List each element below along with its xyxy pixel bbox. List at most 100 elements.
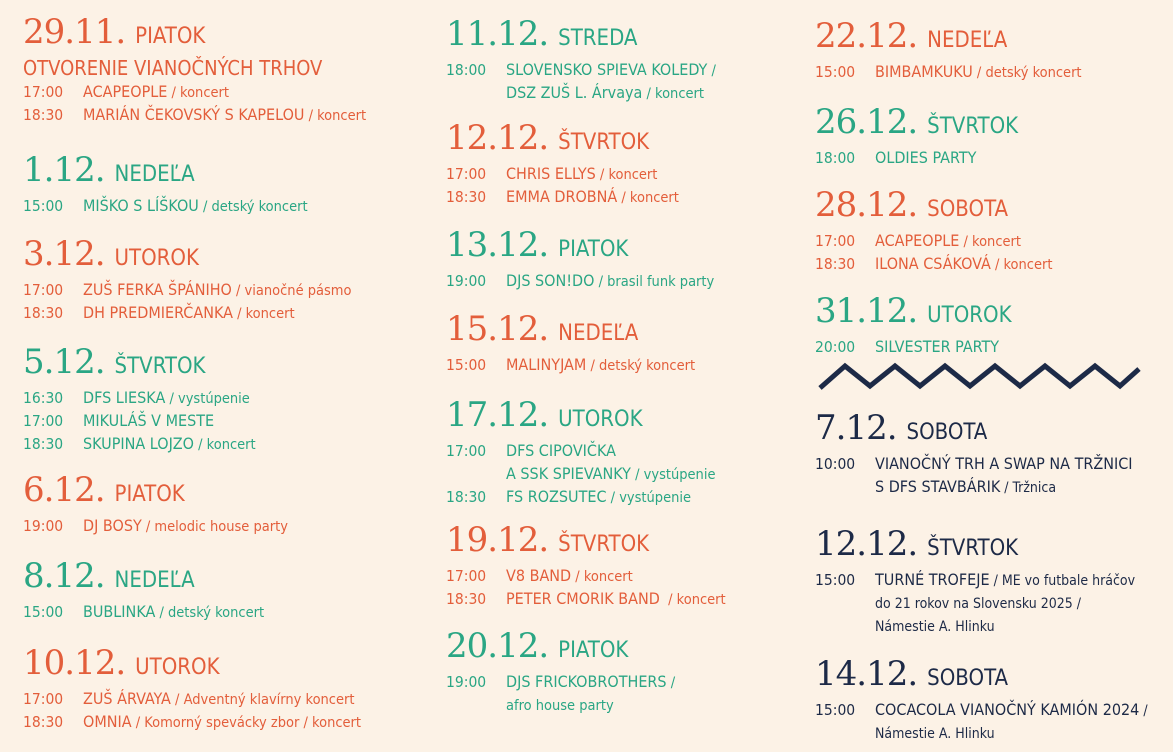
program-text: SKUPINA LOJZO / koncert [83,433,403,456]
program-time: 15:00 [815,701,856,719]
event-date: 31.12. [815,291,918,331]
program-title: EMMA DROBNÁ [506,187,618,206]
program-title: FS ROZSUTEC [506,487,607,506]
program-title: PETER CMORIK BAND [506,589,660,608]
program-row: 18:30 DH PREDMIERČANKA / koncert [23,302,403,325]
event-block: 14.12. SOBOTA 15:00 COCACOLA VIANOČNÝ KAMIÓ… [815,654,1173,745]
program-time: 18:30 [23,304,64,322]
program-time: 17:00 [23,690,64,708]
program-row: Námestie A. Hlinku [815,722,1173,745]
program-title: SKUPINA LOJZO [83,434,194,453]
program-time [446,694,506,717]
program-description: / koncert [659,592,726,608]
event-day: ŠTVRTOK [558,130,650,155]
event-block: 26.12. ŠTVRTOK 18:00 OLDIES PARTY [815,102,1173,170]
program-description: / koncert [232,306,295,322]
program-row: Námestie A. Hlinku [815,615,1173,638]
program-row: 19:00 DJS SON!DO / brasil funk party [446,270,826,293]
zigzag-divider-icon [818,362,1141,390]
program-time: 17:00 [446,567,487,585]
program-time: 15:00 [23,197,64,215]
program-text: VIANOČNÝ TRH A SWAP NA TRŽNICI [875,453,1173,476]
program-title: DFS CIPOVIČKA [506,441,616,460]
event-day: PIATOK [558,638,629,663]
event-date: 13.12. [446,225,549,265]
program-description: / koncert [959,234,1022,250]
program-title: DFS LIESKA [83,388,166,407]
program-row: S DFS STAVBÁRIK / Tržnica [815,476,1173,499]
program-row: 17:00 MIKULÁŠ V MESTE [23,410,403,433]
program-text: ZUŠ FERKA ŠPÁNIHO / vianočné pásmo [83,279,403,302]
event-day: UTOROK [927,303,1012,328]
event-heading: 3.12. UTOROK [23,234,403,279]
program-time [815,615,875,638]
program-time: 18:30 [446,590,487,608]
program-row: 18:00 SLOVENSKO SPIEVA KOLEDY / [446,59,826,82]
program-description: / koncert [595,167,658,183]
event-heading: 11.12. STREDA [446,14,826,59]
event-block: 15.12. NEDEĽA 15:00 MALINYJAM / detský konc… [446,309,826,377]
program-row: 17:00 ZUŠ FERKA ŠPÁNIHO / vianočné pásmo [23,279,403,302]
event-date: 14.12. [815,654,918,694]
event-date: 3.12. [23,234,106,274]
event-heading: 5.12. ŠTVRTOK [23,342,403,387]
event-day: NEDEĽA [558,321,639,346]
program-title: MALINYJAM [506,355,587,374]
program-row: 10:00 VIANOČNÝ TRH A SWAP NA TRŽNICI [815,453,1173,476]
program-title: ACAPEOPLE [83,82,168,101]
program-text: EMMA DROBNÁ / koncert [506,186,826,209]
program-description: / koncert [617,190,679,206]
program-description: / Adventný klavírny koncert [170,692,355,708]
event-block: 6.12. PIATOK 19:00 DJ BOSY / melodic house … [23,470,403,538]
program-title: CHRIS ELLYS [506,164,596,183]
program-row: do 21 rokov na Slovensku 2025 / [815,592,1173,615]
program-time: 16:30 [23,389,64,407]
program-title: ILONA CSÁKOVÁ [875,254,991,273]
program-row: 18:00 OLDIES PARTY [815,147,1173,170]
program-title: COCACOLA VIANOČNÝ KAMIÓN 2024 [875,700,1140,719]
event-day: ŠTVRTOK [558,532,650,557]
program-time: 15:00 [446,356,487,374]
event-date: 10.12. [23,643,126,683]
event-heading: 26.12. ŠTVRTOK [815,102,1173,147]
program-title: DJS SON!DO [506,271,595,290]
event-block: 11.12. STREDA 18:00 SLOVENSKO SPIEVA KOLEDY… [446,14,826,105]
program-description: / vianočné pásmo [231,283,352,299]
event-block: 22.12. NEDEĽA 15:00 BIMBAMKUKU / detský kon… [815,16,1173,84]
program-time: 18:30 [23,713,64,731]
program-time: 18:30 [23,435,64,453]
event-heading: 13.12. PIATOK [446,225,826,270]
program-description: / detský koncert [586,358,696,374]
event-block: 3.12. UTOROK 17:00 ZUŠ FERKA ŠPÁNIHO / vian… [23,234,403,325]
program-text: A SSK SPIEVANKY / vystúpenie [506,463,826,486]
event-date: 12.12. [815,524,918,564]
program-description: / detský koncert [155,605,265,621]
program-title: DJ BOSY [83,516,142,535]
program-text: V8 BAND / koncert [506,565,826,588]
program-row: 18:30 PETER CMORIK BAND / koncert [446,588,826,611]
program-row: 17:00 ZUŠ ÁRVAYA / Adventný klavírny konc… [23,688,403,711]
program-time: 18:30 [815,255,856,273]
program-row: 15:00 COCACOLA VIANOČNÝ KAMIÓN 2024 / [815,699,1173,722]
program-title: OLDIES PARTY [875,148,977,167]
program-description: / koncert [571,569,633,585]
event-date: 8.12. [23,556,106,596]
program-row: 17:00 V8 BAND / koncert [446,565,826,588]
program-description: / vystúpenie [606,490,692,506]
program-row: 18:30 OMNIA / Komorný spevácky zbor / kon… [23,711,403,734]
program-row: 18:30 EMMA DROBNÁ / koncert [446,186,826,209]
program-row: 19:00 DJS FRICKOBROTHERS / [446,671,826,694]
program-row: 17:00 CHRIS ELLYS / koncert [446,163,826,186]
program-row: 18:30 SKUPINA LOJZO / koncert [23,433,403,456]
event-block: 20.12. PIATOK 19:00 DJS FRICKOBROTHERS / afr… [446,626,826,717]
event-date: 7.12. [815,408,898,448]
program-text: MIKULÁŠ V MESTE [83,410,403,433]
program-time: 15:00 [815,63,856,81]
program-row: afro house party [446,694,826,717]
program-text: DFS LIESKA / vystúpenie [83,387,403,410]
program-row: 18:30 FS ROZSUTEC / vystúpenie [446,486,826,509]
program-time: 15:00 [23,603,64,621]
event-day: UTOROK [135,655,220,680]
program-title: ZUŠ ÁRVAYA [83,689,171,708]
program-row: 17:00 DFS CIPOVIČKA [446,440,826,463]
